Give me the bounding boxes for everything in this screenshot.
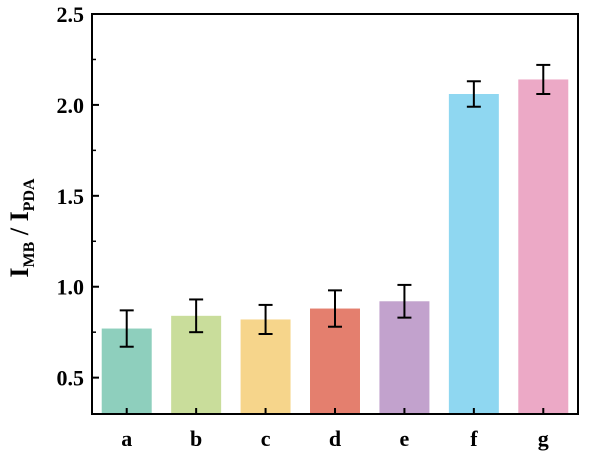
error-bar-a <box>119 309 134 348</box>
bars-group <box>101 79 569 415</box>
y-axis-label-main: I <box>5 267 34 277</box>
error-bars-group <box>119 63 551 348</box>
y-axis-label: IMB / IPDA <box>5 178 38 278</box>
x-tick-label-e: e <box>400 426 410 451</box>
plot-frame <box>91 13 579 415</box>
y-tick-label: 2.0 <box>57 93 85 118</box>
y-tick-label: 2.5 <box>57 2 85 27</box>
x-tick-label-a: a <box>121 426 132 451</box>
y-axis-label-sep: / I <box>5 211 34 241</box>
error-bar-g <box>536 63 551 95</box>
y-tick-label: 1.0 <box>57 275 85 300</box>
error-bar-e <box>397 283 412 319</box>
error-bar-b <box>189 298 204 334</box>
bar-f <box>448 94 499 414</box>
y-axis-label-sub2: PDA <box>21 178 38 211</box>
y-axis-label-sub1: MB <box>21 241 38 267</box>
x-tick-label-d: d <box>329 426 341 451</box>
x-tick-label-c: c <box>261 426 271 451</box>
y-axis-ticks: 0.5 1.0 1.5 2.0 2.5 <box>57 2 99 391</box>
y-tick-label: 1.5 <box>57 184 85 209</box>
x-tick-label-g: g <box>538 426 549 451</box>
error-bar-d <box>328 289 342 328</box>
bar-e <box>379 301 430 414</box>
bar-g <box>518 79 569 415</box>
bar-c <box>240 319 291 414</box>
x-tick-label-f: f <box>470 426 478 451</box>
y-tick-label: 0.5 <box>57 366 85 391</box>
error-bar-f <box>466 80 481 108</box>
error-bar-c <box>258 303 273 335</box>
x-tick-label-b: b <box>190 426 202 451</box>
